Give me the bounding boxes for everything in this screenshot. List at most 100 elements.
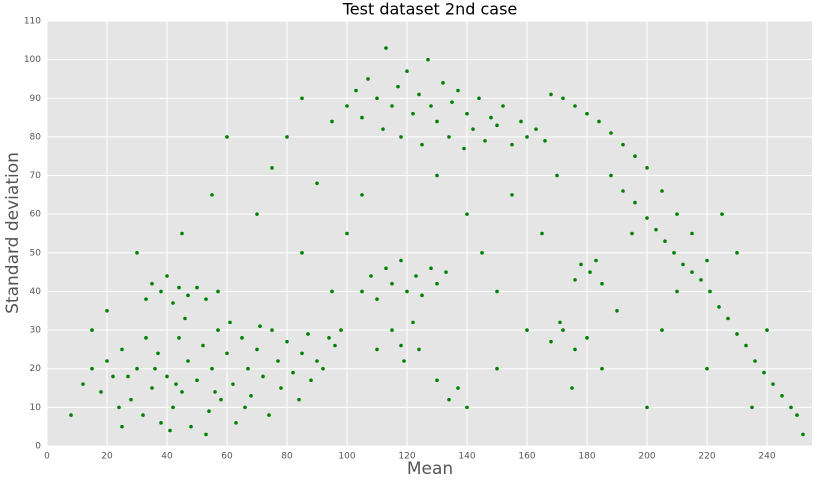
point — [144, 336, 148, 340]
point — [105, 308, 109, 313]
point — [435, 281, 439, 286]
point — [315, 359, 319, 363]
y-tick-label: 90 — [30, 94, 42, 104]
point — [111, 374, 115, 379]
point — [456, 386, 460, 390]
point — [276, 359, 280, 363]
point — [414, 274, 418, 278]
point — [510, 193, 514, 197]
point — [243, 405, 247, 410]
point — [141, 413, 145, 417]
y-tick-label: 30 — [30, 326, 42, 336]
point — [390, 281, 394, 286]
y-tick-label: 50 — [30, 248, 42, 258]
point — [750, 405, 754, 410]
point — [153, 366, 157, 371]
point — [555, 173, 559, 178]
x-axis-label: Mean — [407, 459, 453, 479]
point — [573, 278, 577, 282]
point — [195, 378, 199, 383]
point — [621, 142, 625, 147]
point — [81, 382, 85, 386]
y-tick-label: 40 — [30, 287, 42, 297]
point — [411, 320, 415, 325]
point — [399, 135, 403, 139]
point — [360, 289, 364, 294]
point — [789, 405, 793, 410]
point — [435, 378, 439, 383]
point — [672, 251, 676, 255]
point — [249, 393, 253, 398]
point — [204, 432, 208, 437]
point — [594, 258, 598, 263]
x-tick-label: 180 — [578, 452, 595, 462]
point — [444, 270, 448, 274]
point — [216, 328, 220, 332]
point — [597, 119, 601, 124]
point — [90, 366, 94, 371]
point — [417, 347, 421, 352]
point — [300, 351, 304, 356]
point — [558, 320, 562, 325]
point — [297, 397, 301, 402]
x-tick-label: 200 — [638, 452, 655, 462]
point — [174, 382, 178, 386]
point — [609, 131, 613, 135]
point — [300, 251, 304, 255]
point — [156, 351, 160, 356]
x-tick-label: 100 — [338, 452, 355, 462]
y-tick-label: 10 — [30, 403, 42, 413]
point — [510, 142, 514, 147]
point — [447, 135, 451, 139]
point — [588, 270, 592, 274]
point — [210, 193, 214, 197]
x-tick-label: 240 — [758, 452, 775, 462]
y-axis-label: Standard deviation — [3, 152, 23, 314]
point — [90, 328, 94, 332]
point — [321, 366, 325, 371]
point — [390, 104, 394, 108]
point — [399, 258, 403, 263]
point — [585, 336, 589, 340]
point — [465, 212, 469, 216]
plot-background — [47, 21, 812, 446]
point — [231, 382, 235, 386]
point — [180, 231, 184, 236]
point — [135, 366, 139, 371]
point — [450, 100, 454, 104]
point — [801, 432, 805, 437]
point — [405, 289, 409, 294]
point — [339, 328, 343, 332]
y-tick-label: 20 — [30, 364, 42, 374]
x-tick-label: 160 — [518, 452, 535, 462]
point — [549, 92, 553, 97]
point — [399, 343, 403, 348]
point — [726, 316, 730, 321]
point — [360, 193, 364, 197]
point — [225, 351, 229, 356]
point — [69, 413, 73, 417]
point — [120, 424, 124, 429]
point — [585, 111, 589, 116]
point — [117, 405, 121, 410]
point — [165, 374, 169, 379]
point — [369, 274, 373, 278]
point — [216, 289, 220, 294]
point — [270, 328, 274, 332]
point — [495, 366, 499, 371]
point — [660, 328, 664, 332]
point — [420, 293, 424, 298]
point — [405, 69, 409, 74]
point — [177, 336, 181, 340]
point — [375, 297, 379, 301]
point — [279, 386, 283, 390]
point — [573, 104, 577, 108]
point — [420, 142, 424, 147]
x-tick-label: 20 — [101, 452, 113, 462]
x-tick-label: 60 — [221, 452, 233, 462]
point — [525, 328, 529, 332]
point — [168, 428, 172, 433]
point — [645, 216, 649, 220]
y-tick-label: 80 — [30, 132, 42, 142]
